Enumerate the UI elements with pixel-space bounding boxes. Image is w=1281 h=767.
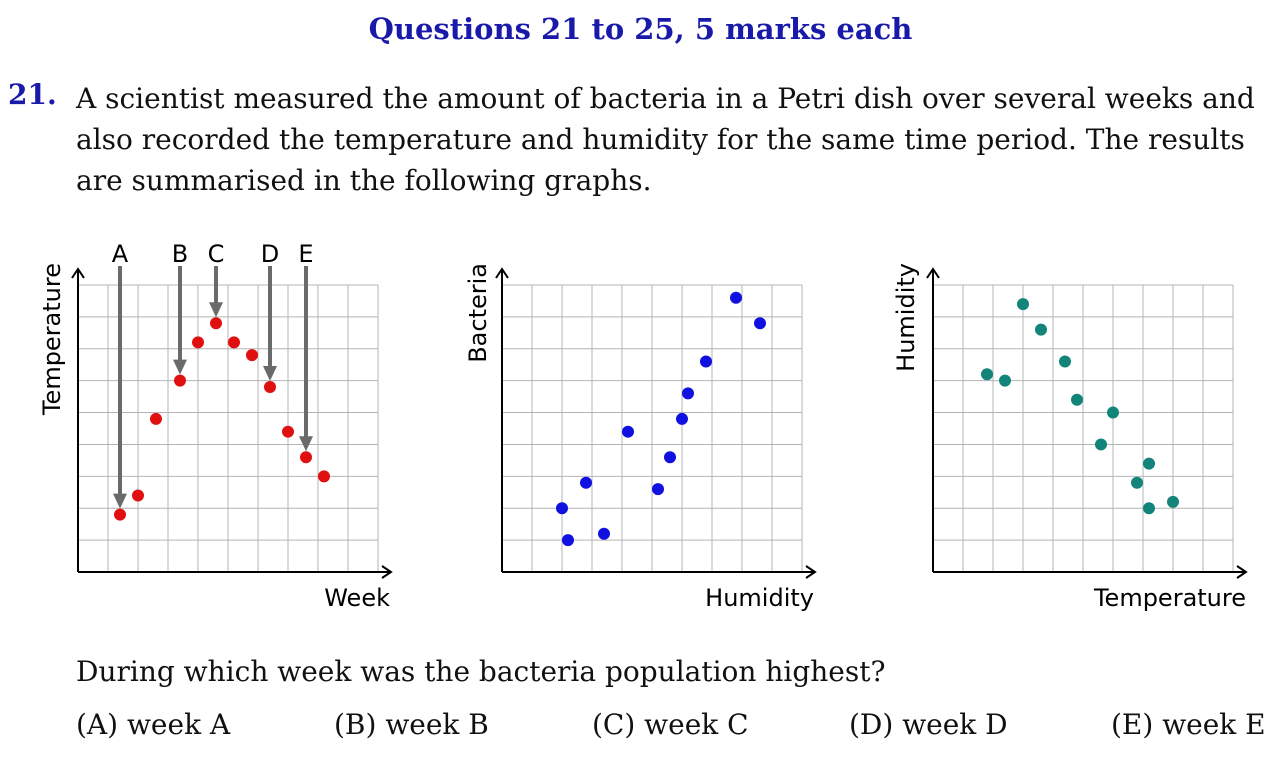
chart-panel-3: Temperature Humidity	[892, 263, 1248, 612]
data-point	[562, 534, 574, 547]
data-point	[318, 470, 330, 483]
question-text-line: A scientist measured the amount of bacte…	[76, 82, 1255, 115]
option-d[interactable]: (D) week D	[849, 708, 1008, 741]
question-text-line: also recorded the temperature and humidi…	[76, 123, 1245, 156]
y-axis-arrow	[926, 267, 940, 279]
data-point	[700, 355, 712, 368]
data-point	[1071, 393, 1083, 406]
data-point	[282, 425, 294, 438]
data-point	[981, 368, 993, 381]
y-axis-label: Bacteria	[464, 263, 492, 363]
data-point	[1095, 438, 1107, 451]
question-text-line: are summarised in the following graphs.	[76, 164, 652, 197]
data-point	[174, 374, 186, 387]
data-point	[754, 317, 766, 330]
annotation-arrowhead	[263, 366, 277, 382]
question-number: 21.	[8, 78, 57, 111]
y-axis-arrow	[71, 267, 85, 279]
data-point	[1167, 495, 1179, 508]
data-point	[192, 336, 204, 349]
data-point	[1143, 457, 1155, 470]
data-point	[1107, 406, 1119, 419]
x-axis-label: Humidity	[705, 584, 814, 612]
question-prompt: During which week was the bacteria popul…	[76, 655, 886, 688]
annotation-label-d: D	[261, 240, 279, 268]
answer-options: (A) week A (B) week B (C) week C (D) wee…	[76, 708, 1271, 748]
data-point	[1131, 476, 1143, 489]
option-b[interactable]: (B) week B	[334, 708, 489, 741]
data-point	[210, 317, 222, 330]
data-point	[264, 381, 276, 394]
question-text: A scientist measured the amount of bacte…	[76, 78, 1271, 201]
x-axis-arrow	[1236, 565, 1248, 579]
y-axis-label: Temperature	[38, 263, 66, 416]
x-axis-arrow	[805, 565, 817, 579]
chart-panel-2: Humidity Bacteria	[464, 263, 817, 612]
data-point	[114, 508, 126, 521]
section-heading: Questions 21 to 25, 5 marks each	[368, 12, 913, 46]
data-point	[246, 349, 258, 362]
x-axis-label: Temperature	[1093, 584, 1246, 612]
y-axis-arrow	[495, 267, 509, 279]
data-point	[132, 489, 144, 502]
chart-panel-1: Week Temperature A B C D E	[38, 240, 393, 612]
x-axis-arrow	[381, 565, 393, 579]
annotation-arrowhead	[209, 302, 223, 318]
annotation-label-a: A	[112, 240, 129, 268]
data-point	[730, 291, 742, 304]
annotation-arrowhead	[299, 436, 313, 452]
data-point	[1143, 502, 1155, 515]
data-point	[676, 412, 688, 425]
data-point	[1059, 355, 1071, 368]
data-point	[300, 451, 312, 464]
data-point	[1035, 323, 1047, 336]
option-c[interactable]: (C) week C	[592, 708, 749, 741]
annotation-arrowhead	[113, 493, 127, 509]
data-point	[228, 336, 240, 349]
x-axis-label: Week	[324, 584, 390, 612]
annotation-label-b: B	[172, 240, 188, 268]
data-point	[556, 502, 568, 515]
data-point	[664, 451, 676, 464]
data-point	[598, 527, 610, 540]
data-point	[1017, 298, 1029, 311]
data-point	[580, 476, 592, 489]
option-e[interactable]: (E) week E	[1111, 708, 1266, 741]
data-point	[999, 374, 1011, 387]
data-point	[682, 387, 694, 400]
annotation-label-e: E	[298, 240, 313, 268]
option-a[interactable]: (A) week A	[76, 708, 231, 741]
data-point	[150, 412, 162, 425]
data-point	[622, 425, 634, 438]
y-axis-label: Humidity	[892, 263, 920, 372]
data-point	[652, 483, 664, 496]
annotation-label-c: C	[208, 240, 225, 268]
annotation-arrowhead	[173, 359, 187, 375]
